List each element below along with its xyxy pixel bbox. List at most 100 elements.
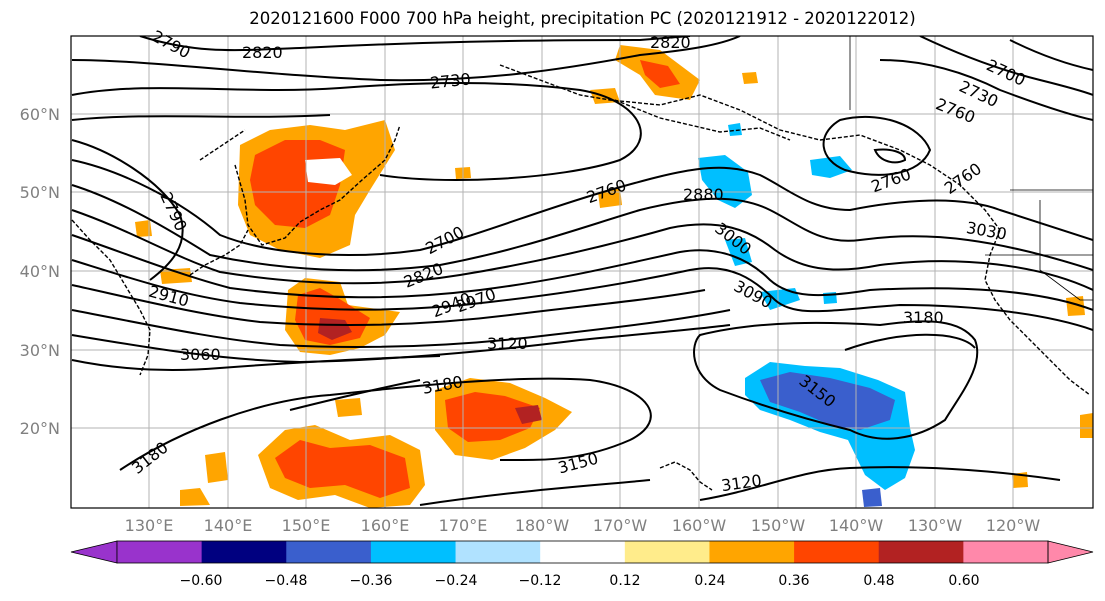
contour-line [844, 333, 976, 351]
map-title: 2020121600 F000 700 hPa height, precipit… [249, 9, 916, 28]
contour-label: 2970 [454, 284, 499, 316]
coastline [199, 129, 246, 161]
precip-patch [445, 392, 540, 442]
lon-label: 140°W [829, 516, 884, 535]
colorbar-tick-label: −0.48 [265, 573, 308, 589]
precip-patch [598, 188, 622, 208]
contour-line [419, 479, 651, 506]
contour-line [71, 259, 1093, 331]
map-area [71, 36, 1093, 508]
contour-line [822, 115, 932, 176]
colorbar [70, 540, 1094, 564]
longitude-labels: 130°E 140°E 150°E 160°E 170°E 180°W 170°… [125, 516, 1041, 535]
contour-line [71, 234, 1093, 311]
coastline [234, 124, 401, 246]
contour-label: 2730 [429, 69, 471, 92]
colorbar-swatch [624, 541, 710, 563]
colorbar-tick-label: −0.24 [435, 573, 478, 589]
contour-label: 3120 [720, 471, 763, 495]
precip-patch [160, 268, 192, 284]
contour-line [919, 36, 1093, 96]
contour-label: 3150 [556, 449, 600, 478]
contour-line [71, 159, 1093, 256]
contour-label: 3180 [903, 308, 944, 327]
colorbar-tick-label: 0.12 [609, 573, 640, 589]
precip-patch [1080, 413, 1093, 438]
coastline [659, 461, 713, 491]
precip-patch [335, 398, 362, 417]
lon-label: 130°W [908, 516, 963, 535]
lon-label: 130°E [125, 516, 174, 535]
coastline [614, 99, 791, 141]
precip-patch [725, 238, 752, 266]
contour-line [71, 184, 1093, 272]
precip-patch [760, 372, 895, 430]
contour-label: 2790 [149, 26, 194, 62]
contour-line [699, 466, 1061, 501]
contour-line [693, 320, 979, 440]
precip-patch [1066, 296, 1085, 316]
border [1039, 200, 1093, 301]
precip-patch [205, 452, 228, 483]
colorbar-tick-label: −0.12 [519, 573, 562, 589]
graticule [71, 36, 1093, 508]
contour-line [71, 114, 331, 121]
contour-line [71, 355, 441, 371]
colorbar-swatch [794, 541, 880, 563]
precip-patch [515, 405, 542, 424]
contour-line [139, 36, 691, 52]
lat-label: 30°N [20, 341, 60, 360]
coastlines [71, 64, 1091, 491]
lon-label: 160°E [361, 516, 410, 535]
contour-label: 2820 [401, 259, 446, 292]
colorbar-extend-min [70, 540, 118, 564]
colorbar-ticks: −0.60 −0.48 −0.36 −0.24 −0.12 0.12 0.24 … [180, 573, 980, 589]
contour-label: 2760 [869, 164, 914, 196]
lat-label: 50°N [20, 183, 60, 202]
lon-label: 150°E [282, 516, 331, 535]
coastline [499, 64, 1001, 231]
precip-patch [180, 488, 210, 506]
colorbar-tick-label: 0.48 [863, 573, 894, 589]
contour-line [119, 377, 652, 471]
precip-patch [862, 488, 882, 507]
precip-patch [760, 288, 800, 310]
colorbar-extend-max [1047, 540, 1094, 564]
colorbar-swatch [201, 541, 287, 563]
coastline [984, 229, 1091, 396]
colorbar-tick-label: 0.60 [948, 573, 979, 589]
lon-label: 150°W [751, 516, 806, 535]
contour-line [71, 36, 741, 82]
lat-label: 40°N [20, 262, 60, 281]
colorbar-swatch [878, 541, 964, 563]
lat-label: 20°N [20, 419, 60, 438]
precip-patch [728, 123, 742, 136]
colorbar-tick-label: −0.60 [180, 573, 223, 589]
colorbar-tick-label: 0.36 [778, 573, 809, 589]
lon-label: 180°W [515, 516, 570, 535]
colorbar-swatch [117, 541, 203, 563]
precip-patch [810, 156, 852, 178]
contour-label: 2820 [650, 33, 691, 52]
contour-label: 2700 [422, 222, 467, 258]
contour-line [71, 209, 1093, 291]
contour-line [71, 284, 706, 327]
colorbar-swatch [963, 541, 1049, 563]
lon-label: 170°W [593, 516, 648, 535]
colorbar-swatch [709, 541, 795, 563]
contour-line [879, 59, 1093, 121]
colorbar-swatch [540, 541, 626, 563]
lon-label: 140°E [204, 516, 253, 535]
map-frame [70, 35, 1094, 509]
contour-label: 2790 [156, 189, 190, 234]
lat-label: 60°N [20, 105, 60, 124]
contour-label: 3060 [180, 345, 221, 364]
height-contours [71, 36, 1093, 506]
contour-line [71, 82, 642, 181]
contour-label: 2880 [683, 185, 724, 204]
precip-patch [742, 72, 758, 84]
colorbar-frame [116, 540, 1049, 564]
contour-line [71, 309, 731, 348]
contour-line [873, 148, 907, 164]
